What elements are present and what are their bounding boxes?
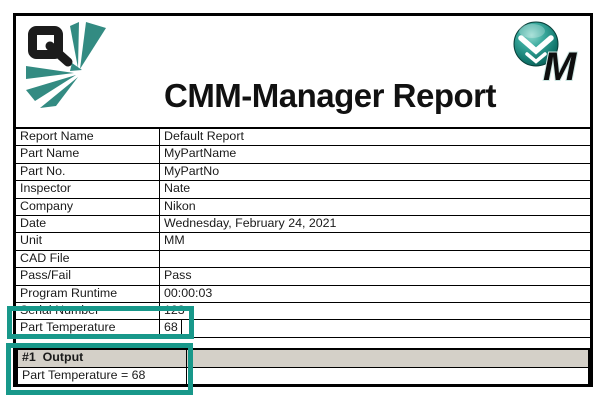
output-section: #1 Output Part Temperature = 68	[16, 348, 590, 386]
table-row: Company Nikon	[16, 198, 590, 217]
row-value: Pass	[164, 268, 192, 283]
row-label: Program Runtime	[16, 285, 160, 303]
row-value: 68	[160, 320, 590, 337]
row-label: Inspector	[16, 181, 160, 198]
row-value: 123	[164, 303, 185, 318]
report-info-table: Report Name Default Report Part Name MyP…	[16, 127, 590, 338]
cmm-manager-q-logo-icon	[26, 22, 106, 108]
output-section-header: #1 Output	[18, 350, 187, 367]
row-label: Date	[16, 216, 160, 233]
output-header-filler	[187, 350, 588, 367]
row-label: CAD File	[16, 250, 160, 268]
table-row: Date Wednesday, February 24, 2021	[16, 216, 590, 234]
table-row: Report Name Default Report	[16, 129, 590, 147]
row-value: MyPartName	[164, 146, 237, 161]
table-row: Unit MM	[16, 233, 590, 251]
output-value: Part Temperature = 68	[18, 367, 187, 384]
table-row: Part No. MyPartNo	[16, 163, 590, 182]
row-label: Part No.	[16, 163, 160, 181]
table-row-part-temperature: Part Temperature 68	[16, 320, 590, 338]
table-row: Inspector Nate	[16, 181, 590, 199]
table-row: Program Runtime 00:00:03	[16, 285, 590, 304]
row-label: Unit	[16, 233, 160, 250]
row-label: Company	[16, 198, 160, 216]
row-value	[160, 251, 590, 267]
cmm-manager-m-sphere-logo-icon: M	[513, 21, 579, 86]
row-label: Part Name	[16, 146, 160, 163]
report-title: CMM-Manager Report	[163, 77, 497, 114]
row-label: Report Name	[16, 129, 160, 146]
row-value: MyPartNo	[164, 163, 220, 178]
output-value-row: Part Temperature = 68	[18, 367, 588, 385]
output-section-header-row: #1 Output	[18, 350, 588, 368]
table-row: CAD File	[16, 250, 590, 269]
row-value: Default Report	[164, 129, 244, 143]
table-row: Part Name MyPartName	[16, 146, 590, 164]
part-temperature-value: 68	[160, 320, 182, 337]
row-value: MM	[164, 233, 185, 248]
highlight-box-part-temperature	[7, 306, 194, 339]
row-label: Pass/Fail	[16, 268, 160, 285]
row-value: Nate	[164, 181, 191, 196]
row-label: Part Temperature	[16, 320, 160, 337]
row-value: 00:00:03	[164, 285, 213, 300]
table-row: Pass/Fail Pass	[16, 268, 590, 286]
svg-text:M: M	[543, 45, 578, 86]
output-value-filler	[187, 368, 588, 385]
highlight-box-output-section	[6, 343, 193, 395]
row-value: Wednesday, February 24, 2021	[164, 216, 337, 231]
row-value: Nikon	[164, 198, 196, 213]
